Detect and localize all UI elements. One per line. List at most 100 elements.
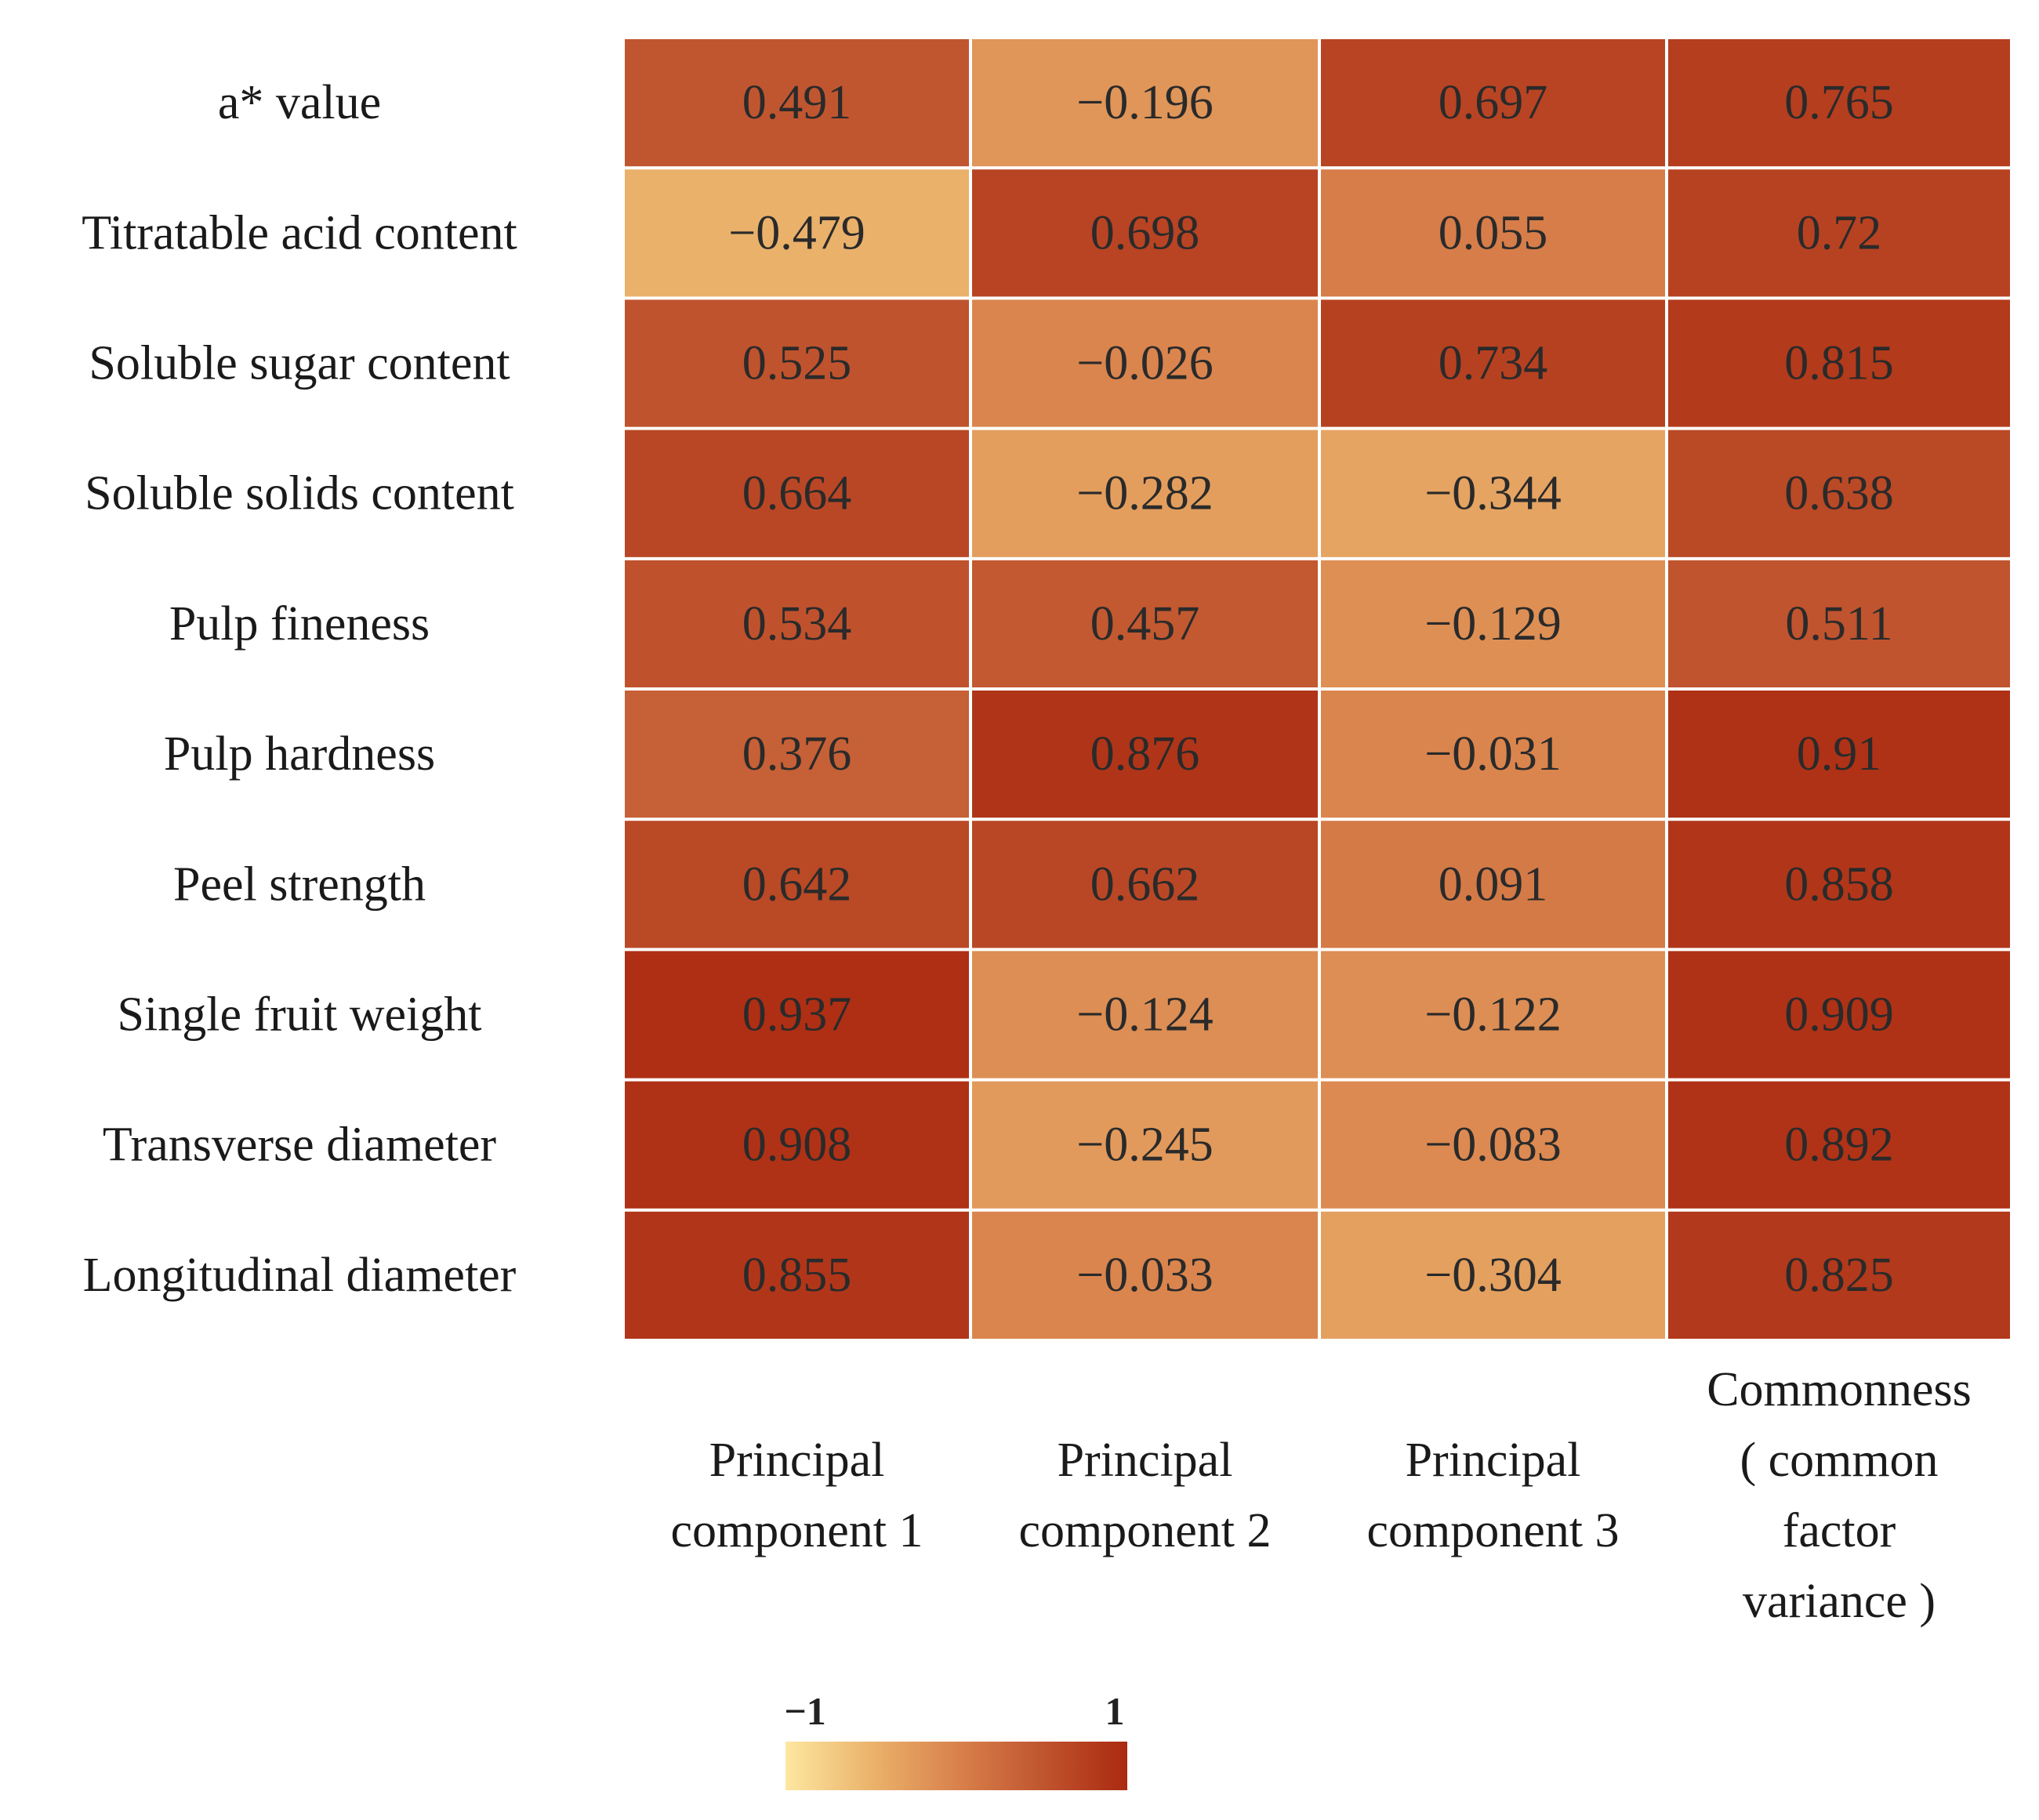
column-label: Principal component 2: [1019, 1434, 1272, 1557]
heatmap-cell: [972, 821, 1318, 948]
cell-value-label: −0.129: [1424, 597, 1561, 651]
row-label: a* value: [218, 76, 381, 129]
cell-value-label: 0.664: [742, 467, 852, 520]
column-label-line: Commonness: [1707, 1363, 1972, 1416]
cell-value-label: 0.697: [1439, 76, 1548, 129]
cell-value-label: 0.815: [1784, 337, 1894, 390]
cell-value-label: 0.908: [742, 1118, 852, 1172]
cell-value-label: −0.122: [1424, 988, 1561, 1042]
column-label-line: variance ): [1743, 1575, 1936, 1628]
heatmap-cell: [1668, 560, 2010, 687]
cell-value-label: −0.031: [1424, 727, 1561, 781]
row-label: Soluble sugar content: [89, 337, 510, 390]
cell-value-label: 0.491: [742, 76, 852, 129]
column-label: Principal component 3: [1367, 1434, 1620, 1557]
column-label-line: Principal: [709, 1434, 885, 1487]
cell-value-label: 0.858: [1784, 857, 1894, 911]
heatmap-cell: [972, 169, 1318, 297]
row-label: Pulp hardness: [164, 727, 435, 781]
heatmap-cell: [972, 1211, 1318, 1339]
heatmap-cell: [1668, 299, 2010, 427]
heatmap-cell: [1321, 691, 1665, 818]
row-label: Transverse diameter: [103, 1118, 497, 1172]
heatmap-cell: [1668, 1081, 2010, 1209]
heatmap-cell: [625, 299, 969, 427]
cell-value-label: −0.033: [1076, 1249, 1213, 1302]
row-labels: a* value Titratable acid content Soluble s…: [82, 76, 517, 1302]
heatmap-cell: [1321, 1211, 1665, 1339]
column-label-line: Principal: [1406, 1434, 1581, 1487]
cell-value-label: −0.304: [1424, 1249, 1561, 1302]
column-label-line: component 2: [1019, 1504, 1272, 1557]
color-legend-max-label: 1: [1105, 1689, 1125, 1733]
heatmap-cell: [625, 1081, 969, 1209]
heatmap-cells: 0.491 −0.196 0.697 0.765 −0.479 0.698 0.055 0.7…: [625, 39, 2010, 1339]
cell-value-label: 0.457: [1090, 597, 1200, 651]
row-label: Single fruit weight: [118, 988, 482, 1042]
heatmap-cell: [1321, 169, 1665, 297]
heatmap-cell: [625, 1211, 969, 1339]
cell-value-label: 0.937: [742, 988, 852, 1042]
heatmap-cell: [1321, 299, 1665, 427]
heatmap-cell: [972, 299, 1318, 427]
heatmap-cell: [1321, 821, 1665, 948]
column-labels: Principal component 1 Principal component 2…: [671, 1363, 1972, 1628]
heatmap-cell: [625, 691, 969, 818]
color-legend-min-label: −1: [784, 1689, 826, 1733]
cell-value-label: 0.876: [1090, 727, 1200, 781]
heatmap-cell: [1668, 169, 2010, 297]
heatmap-cell: [625, 169, 969, 297]
cell-value-label: 0.638: [1784, 467, 1894, 520]
cell-value-label: 0.734: [1439, 337, 1548, 390]
heatmap-cell: [1321, 39, 1665, 167]
column-label-line: component 3: [1367, 1504, 1620, 1557]
cell-value-label: 0.892: [1784, 1118, 1894, 1172]
cell-value-label: 0.091: [1439, 857, 1548, 911]
column-label: Principal component 1: [671, 1434, 923, 1557]
cell-value-label: 0.534: [742, 597, 852, 651]
heatmap-cell: [1668, 821, 2010, 948]
heatmap-cell: [625, 430, 969, 557]
cell-value-label: −0.026: [1076, 337, 1213, 390]
heatmap-cell: [625, 39, 969, 167]
row-label: Pulp fineness: [169, 597, 430, 651]
row-label: Titratable acid content: [82, 206, 517, 259]
heatmap-cell: [1668, 430, 2010, 557]
heatmap-cell: [625, 560, 969, 687]
cell-value-label: 0.642: [742, 857, 852, 911]
cell-value-label: 0.765: [1784, 76, 1894, 129]
row-label: Peel strength: [173, 857, 426, 911]
cell-value-label: 0.525: [742, 337, 852, 390]
cell-value-label: 0.055: [1439, 206, 1548, 259]
heatmap-cell: [972, 951, 1318, 1079]
heatmap-cell: [972, 39, 1318, 167]
heatmap-cell: [625, 821, 969, 948]
heatmap-cell: [1321, 560, 1665, 687]
cell-value-label: 0.855: [742, 1249, 852, 1302]
color-legend-bar: [785, 1742, 1127, 1790]
heatmap-cell: [1668, 39, 2010, 167]
column-label: Commonness ( common factor variance ): [1707, 1363, 1972, 1628]
column-label-line: ( common: [1740, 1434, 1938, 1487]
cell-value-label: 0.662: [1090, 857, 1200, 911]
cell-value-label: −0.282: [1076, 467, 1213, 520]
cell-value-label: 0.698: [1090, 206, 1200, 259]
heatmap-cell: [1321, 1081, 1665, 1209]
column-label-line: factor: [1783, 1504, 1896, 1557]
cell-value-label: −0.124: [1076, 988, 1213, 1042]
heatmap-cell: [1321, 430, 1665, 557]
cell-value-label: −0.245: [1076, 1118, 1213, 1172]
column-label-line: Principal: [1058, 1434, 1233, 1487]
heatmap-cell: [1668, 951, 2010, 1079]
heatmap-cell: [972, 1081, 1318, 1209]
heatmap-cell: [1668, 691, 2010, 818]
cell-value-label: −0.344: [1424, 467, 1561, 520]
heatmap-cell: [1668, 1211, 2010, 1339]
column-label-line: component 1: [671, 1504, 923, 1557]
cell-value-label: 0.91: [1797, 727, 1882, 781]
cell-value-label: −0.479: [728, 206, 865, 259]
cell-value-label: 0.909: [1784, 988, 1894, 1042]
cell-value-label: 0.376: [742, 727, 852, 781]
cell-value-label: 0.72: [1797, 206, 1882, 259]
